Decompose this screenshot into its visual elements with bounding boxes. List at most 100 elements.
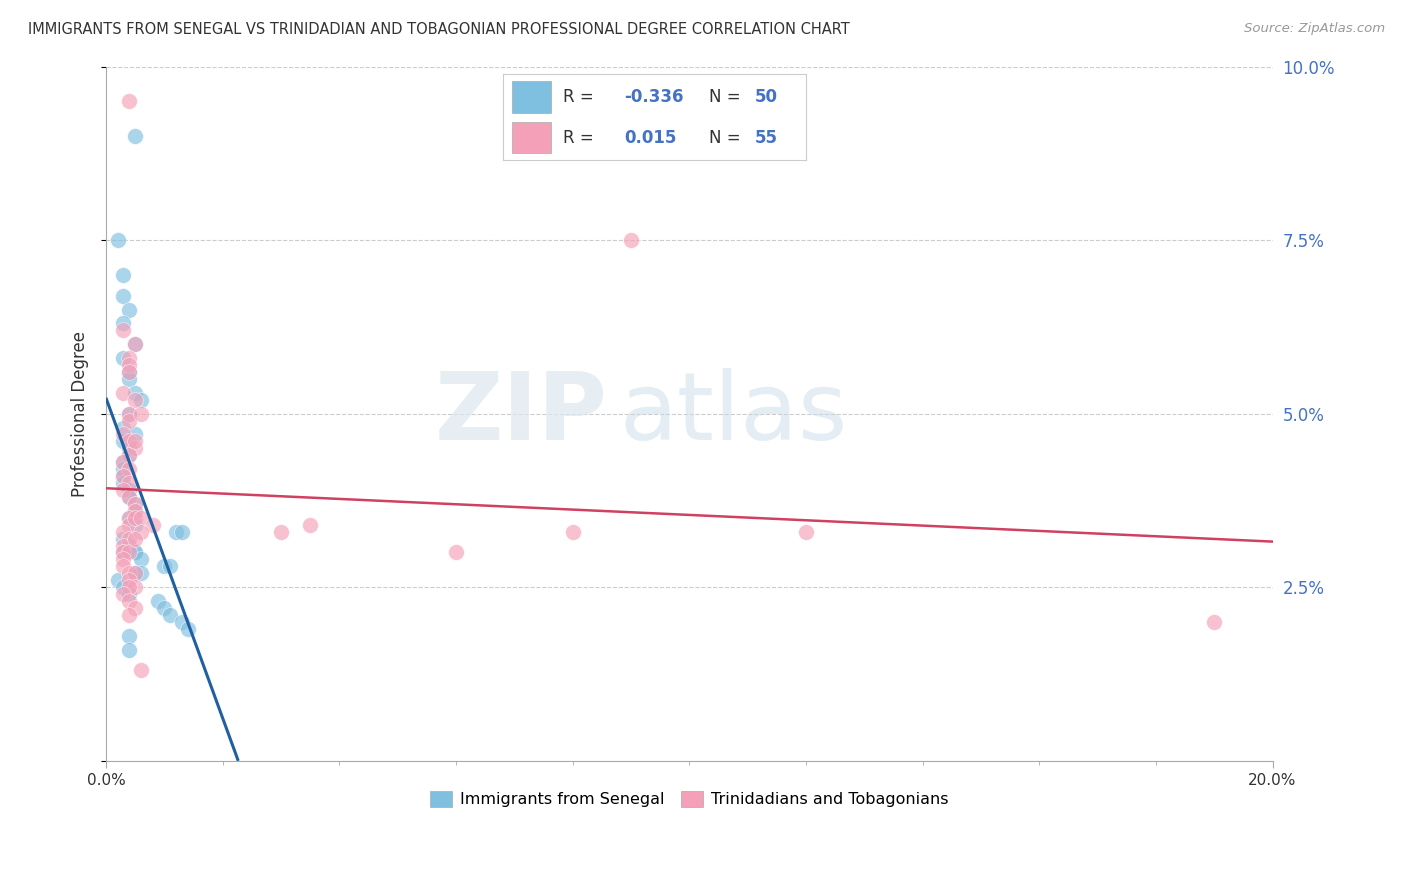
Point: [124, 337, 146, 351]
Point: [118, 407, 141, 421]
Point: [129, 664, 152, 678]
Point: [112, 580, 135, 594]
Point: [124, 392, 146, 407]
Point: [124, 532, 146, 546]
Point: [118, 545, 141, 559]
Point: [124, 497, 146, 511]
Text: IMMIGRANTS FROM SENEGAL VS TRINIDADIAN AND TOBAGONIAN PROFESSIONAL DEGREE CORREL: IMMIGRANTS FROM SENEGAL VS TRINIDADIAN A…: [28, 22, 849, 37]
Point: [124, 510, 146, 524]
Point: [118, 574, 141, 588]
Point: [124, 427, 146, 442]
Point: [129, 392, 152, 407]
Point: [170, 524, 193, 539]
Point: [299, 517, 322, 532]
Point: [124, 580, 146, 594]
Text: atlas: atlas: [619, 368, 848, 459]
Point: [112, 288, 135, 302]
Point: [118, 351, 141, 365]
Point: [118, 365, 141, 379]
Point: [112, 552, 135, 566]
Point: [270, 524, 292, 539]
Point: [159, 559, 181, 574]
Point: [112, 469, 135, 483]
Point: [118, 629, 141, 643]
Point: [112, 539, 135, 553]
Point: [112, 545, 135, 559]
Point: [124, 545, 146, 559]
Point: [112, 351, 135, 365]
Point: [129, 524, 152, 539]
Point: [561, 524, 583, 539]
Point: [112, 476, 135, 491]
Point: [142, 517, 165, 532]
Point: [118, 358, 141, 372]
Point: [124, 442, 146, 456]
Point: [444, 545, 467, 559]
Point: [118, 587, 141, 601]
Point: [165, 524, 187, 539]
Point: [118, 539, 141, 553]
Point: [124, 497, 146, 511]
Point: [129, 566, 152, 581]
Point: [107, 233, 129, 247]
Point: [118, 302, 141, 317]
Point: [112, 455, 135, 469]
Point: [118, 365, 141, 379]
Point: [112, 524, 135, 539]
Point: [112, 559, 135, 574]
Point: [1204, 615, 1226, 629]
Point: [118, 510, 141, 524]
Point: [107, 574, 129, 588]
Point: [112, 268, 135, 282]
Point: [124, 128, 146, 143]
Point: [124, 504, 146, 518]
Point: [118, 490, 141, 504]
Point: [112, 385, 135, 400]
Point: [118, 448, 141, 462]
Point: [112, 323, 135, 337]
Point: [118, 517, 141, 532]
Point: [794, 524, 817, 539]
Point: [124, 566, 146, 581]
Point: [118, 476, 141, 491]
Point: [112, 434, 135, 449]
Point: [129, 510, 152, 524]
Point: [159, 607, 181, 622]
Point: [124, 337, 146, 351]
Point: [118, 580, 141, 594]
Point: [148, 594, 170, 608]
Point: [620, 233, 643, 247]
Point: [118, 462, 141, 476]
Point: [112, 545, 135, 559]
Point: [176, 622, 198, 636]
Point: [112, 469, 135, 483]
Point: [118, 442, 141, 456]
Point: [124, 385, 146, 400]
Text: ZIP: ZIP: [434, 368, 607, 459]
Point: [118, 566, 141, 581]
Point: [112, 462, 135, 476]
Point: [118, 372, 141, 386]
Point: [129, 552, 152, 566]
Point: [112, 317, 135, 331]
Point: [153, 601, 176, 615]
Point: [129, 407, 152, 421]
Point: [118, 407, 141, 421]
Point: [124, 434, 146, 449]
Point: [118, 434, 141, 449]
Point: [118, 594, 141, 608]
Point: [124, 601, 146, 615]
Point: [124, 504, 146, 518]
Y-axis label: Professional Degree: Professional Degree: [72, 331, 89, 497]
Point: [118, 483, 141, 497]
Point: [118, 414, 141, 428]
Point: [118, 490, 141, 504]
Point: [112, 455, 135, 469]
Point: [118, 642, 141, 657]
Point: [112, 427, 135, 442]
Point: [118, 607, 141, 622]
Point: [124, 566, 146, 581]
Point: [118, 448, 141, 462]
Point: [124, 517, 146, 532]
Legend: Immigrants from Senegal, Trinidadians and Tobagonians: Immigrants from Senegal, Trinidadians an…: [422, 782, 956, 815]
